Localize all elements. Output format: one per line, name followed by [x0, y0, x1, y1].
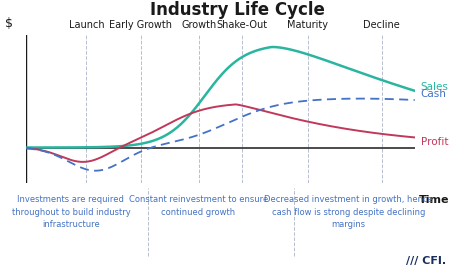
- Text: Shake-Out: Shake-Out: [216, 20, 267, 29]
- Text: Growth: Growth: [182, 20, 217, 29]
- Text: Sales: Sales: [420, 82, 448, 92]
- Text: Time: Time: [419, 195, 449, 205]
- Text: Early Growth: Early Growth: [109, 20, 172, 29]
- Text: Constant reinvestment to ensure
continued growth: Constant reinvestment to ensure continue…: [129, 195, 268, 217]
- Text: Industry Life Cycle: Industry Life Cycle: [150, 1, 324, 19]
- Text: Decline: Decline: [364, 20, 400, 29]
- Text: Profit: Profit: [420, 137, 448, 147]
- Text: $: $: [5, 17, 13, 29]
- Text: ∕∕∕ CFI.: ∕∕∕ CFI.: [406, 256, 447, 266]
- Text: Decreased investment in growth, hence
cash flow is strong despite declining
marg: Decreased investment in growth, hence ca…: [264, 195, 433, 229]
- Text: Launch: Launch: [69, 20, 104, 29]
- Text: Investments are required
throughout to build industry
infrastructure: Investments are required throughout to b…: [11, 195, 130, 229]
- Text: Cash: Cash: [420, 89, 447, 99]
- Text: Maturity: Maturity: [287, 20, 328, 29]
